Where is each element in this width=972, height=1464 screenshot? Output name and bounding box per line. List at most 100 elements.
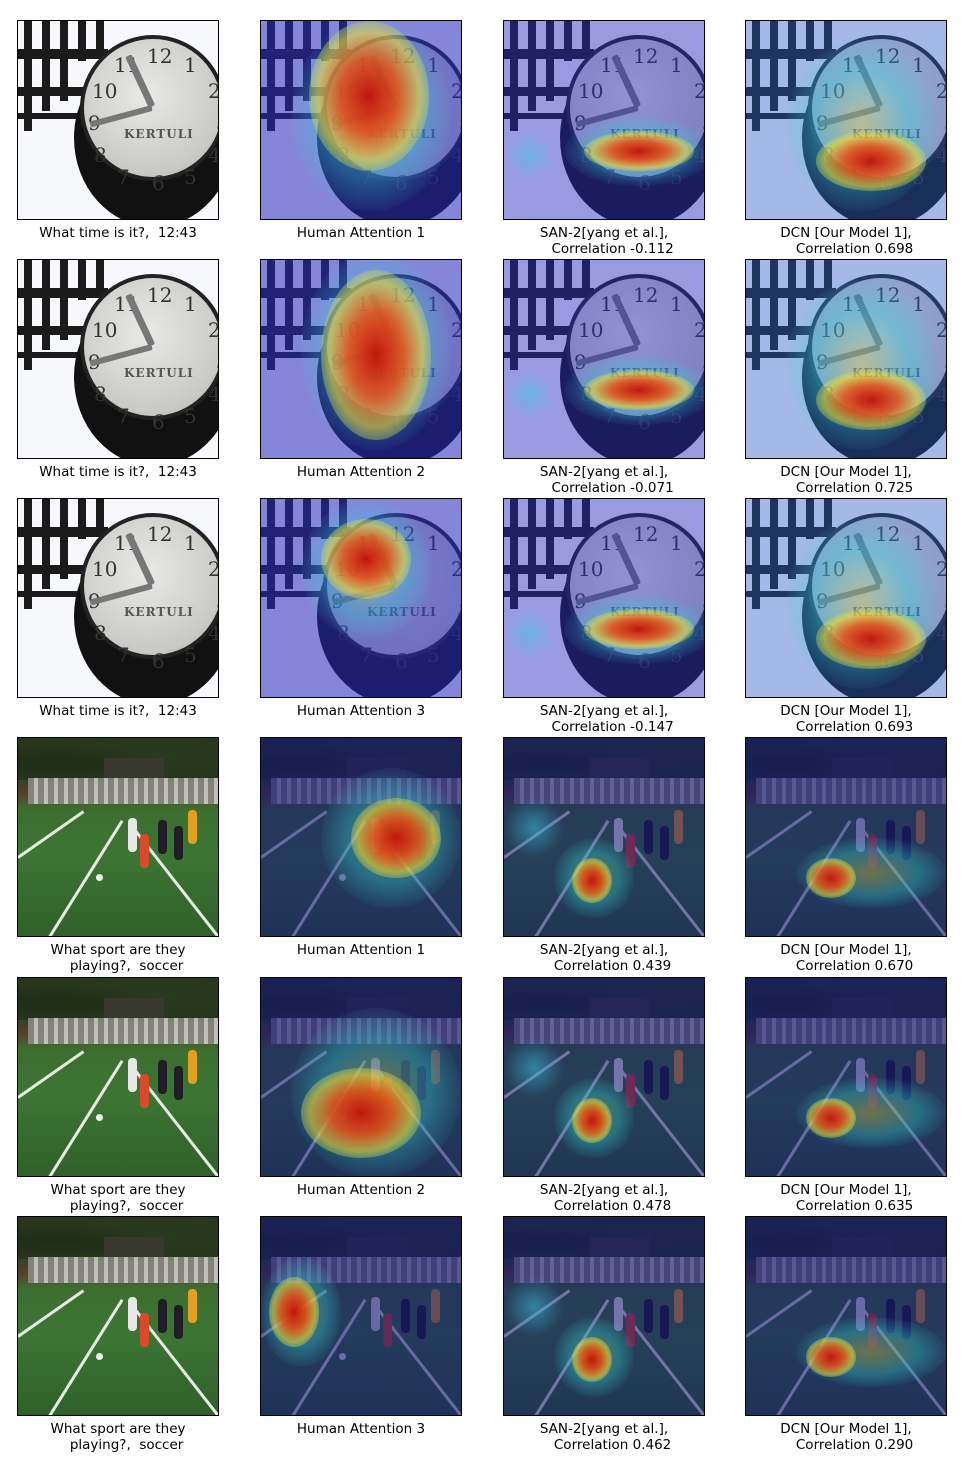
clock-numeral: 6 bbox=[638, 649, 651, 673]
clock-bracket bbox=[746, 113, 816, 119]
figure-caption: What sport are they playing?, soccer bbox=[50, 942, 186, 974]
clock-bracket bbox=[18, 87, 92, 96]
clock-bracket bbox=[504, 113, 574, 119]
attention-hotspot bbox=[504, 131, 554, 181]
clock-bracket bbox=[18, 113, 88, 119]
attention-hotspot bbox=[572, 858, 612, 903]
clock-numeral: 4 bbox=[694, 143, 704, 167]
clock-numeral: 1 bbox=[912, 53, 925, 77]
clock-bracket bbox=[788, 21, 796, 101]
attention-hotspot bbox=[504, 370, 554, 420]
clock-numeral: 7 bbox=[117, 404, 130, 428]
attention-hotspot bbox=[321, 519, 411, 599]
clock-numeral: 10 bbox=[820, 79, 845, 103]
figure-caption: Human Attention 2 bbox=[296, 1182, 426, 1198]
clock-bracket bbox=[752, 260, 760, 370]
clock-numeral: 10 bbox=[820, 557, 845, 581]
clock-numeral: 10 bbox=[92, 318, 118, 342]
clock-bracket bbox=[78, 260, 86, 300]
figure-caption: SAN-2[yang et al.], Correlation 0.478 bbox=[539, 1182, 672, 1214]
san-attention-map: 121234567891011KERTULI bbox=[503, 20, 705, 220]
clock-numeral: 10 bbox=[578, 79, 604, 103]
figure-caption: SAN-2[yang et al.], Correlation -0.147 bbox=[539, 703, 674, 735]
soccer-player bbox=[158, 820, 167, 854]
clock-numeral: 2 bbox=[694, 318, 704, 342]
clock-numeral: 1 bbox=[184, 531, 197, 555]
pavilion-roof bbox=[104, 998, 164, 1018]
clock-numeral: 2 bbox=[208, 318, 218, 342]
attention-heatmap-overlay bbox=[746, 978, 946, 1176]
clock-bracket bbox=[824, 499, 832, 527]
clock-numeral: 7 bbox=[117, 165, 130, 189]
spectator-stand bbox=[28, 1018, 218, 1044]
attention-hotspot bbox=[504, 609, 554, 659]
clock-numeral: 6 bbox=[638, 410, 651, 434]
human-attention-map bbox=[260, 1216, 462, 1416]
clock-numeral: 3 bbox=[702, 589, 704, 613]
clock-bracket bbox=[42, 260, 50, 350]
human-attention-map: 121234567891011KERTULI bbox=[260, 259, 462, 459]
question-image: 121234567891011KERTULI bbox=[17, 259, 219, 459]
soccer-ball bbox=[96, 1114, 103, 1121]
clock-numeral: 5 bbox=[184, 165, 197, 189]
clock-bracket bbox=[806, 21, 814, 61]
clock-bracket bbox=[24, 499, 32, 609]
figure-caption: SAN-2[yang et al.], Correlation 0.439 bbox=[539, 942, 672, 974]
clock-bracket bbox=[528, 260, 536, 350]
clock-numeral: 7 bbox=[603, 404, 616, 428]
dcn-attention-map: 121234567891011KERTULI bbox=[745, 498, 947, 698]
dcn-attention-map: 121234567891011KERTULI bbox=[745, 259, 947, 459]
attention-hotspot bbox=[816, 131, 926, 191]
clock-numeral: 4 bbox=[208, 621, 218, 645]
clock-numeral: 3 bbox=[216, 589, 218, 613]
clock-numeral: 1 bbox=[912, 531, 925, 555]
clock-bracket bbox=[60, 21, 68, 101]
clock-numeral: 2 bbox=[936, 318, 946, 342]
soccer-player bbox=[140, 1313, 149, 1347]
clock-bracket bbox=[510, 21, 518, 131]
soccer-player bbox=[128, 1058, 137, 1092]
clock-bracket bbox=[752, 21, 760, 131]
clock-numeral: 5 bbox=[670, 165, 683, 189]
clock-numeral: 4 bbox=[936, 143, 946, 167]
clock-numeral: 2 bbox=[208, 79, 218, 103]
clock-numeral: 2 bbox=[694, 557, 704, 581]
clock-numeral: 3 bbox=[216, 111, 218, 135]
attention-hotspot bbox=[572, 1337, 612, 1382]
attention-hotspot bbox=[816, 609, 926, 669]
figure-caption: DCN [Our Model 1], Correlation 0.290 bbox=[780, 1421, 914, 1453]
clock-bracket bbox=[564, 260, 572, 300]
clock-numeral: 3 bbox=[702, 111, 704, 135]
clock-bracket bbox=[504, 591, 574, 597]
clock-bracket bbox=[746, 565, 820, 574]
soccer-player bbox=[188, 1050, 197, 1084]
clock-numeral: 2 bbox=[694, 79, 704, 103]
figure-caption: DCN [Our Model 1], Correlation 0.725 bbox=[780, 464, 914, 496]
figure-caption: What sport are they playing?, soccer bbox=[50, 1182, 186, 1214]
attention-hotspot bbox=[816, 370, 926, 430]
clock-numeral: 1 bbox=[670, 531, 683, 555]
figure-caption: DCN [Our Model 1], Correlation 0.670 bbox=[780, 942, 914, 974]
clock-bracket bbox=[746, 326, 820, 335]
clock-numeral: 5 bbox=[670, 404, 683, 428]
figure-caption: What sport are they playing?, soccer bbox=[50, 1421, 186, 1453]
attention-hotspot bbox=[504, 1277, 564, 1337]
clock-bracket bbox=[42, 21, 50, 111]
clock-bracket bbox=[806, 499, 814, 539]
clock-numeral: 2 bbox=[936, 79, 946, 103]
clock-numeral: 6 bbox=[638, 171, 651, 195]
san-attention-map bbox=[503, 1216, 705, 1416]
pavilion-roof bbox=[104, 1237, 164, 1257]
clock-numeral: 7 bbox=[603, 643, 616, 667]
clock-face: 121234567891011KERTULI bbox=[80, 513, 218, 673]
clock-numeral: 6 bbox=[152, 171, 165, 195]
clock-numeral: 3 bbox=[944, 589, 946, 613]
human-attention-map bbox=[260, 977, 462, 1177]
question-image: 121234567891011KERTULI bbox=[17, 498, 219, 698]
clock-numeral: 5 bbox=[670, 643, 683, 667]
clock-bracket bbox=[788, 499, 796, 579]
clock-numeral: 1 bbox=[184, 53, 197, 77]
dcn-attention-map bbox=[745, 737, 947, 937]
clock-bracket bbox=[96, 21, 104, 49]
clock-bracket bbox=[96, 499, 104, 527]
